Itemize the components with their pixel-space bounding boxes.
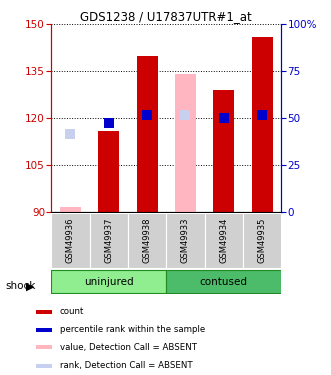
Text: GSM49937: GSM49937: [104, 217, 113, 263]
Point: [106, 120, 112, 126]
Bar: [243, 213, 281, 268]
Bar: [60, 207, 81, 212]
Bar: [137, 56, 158, 212]
Bar: [51, 213, 90, 268]
Bar: [51, 270, 166, 293]
Point: [221, 115, 226, 121]
Bar: [166, 213, 205, 268]
Text: percentile rank within the sample: percentile rank within the sample: [60, 325, 205, 334]
Point: [68, 131, 73, 137]
Bar: [213, 90, 234, 212]
Bar: [166, 270, 281, 293]
Bar: [252, 37, 273, 212]
Text: value, Detection Call = ABSENT: value, Detection Call = ABSENT: [60, 343, 197, 352]
Point: [183, 112, 188, 118]
Bar: [36, 310, 52, 314]
Bar: [36, 327, 52, 332]
Bar: [98, 130, 119, 212]
Point: [145, 112, 150, 118]
Point: [260, 112, 265, 118]
Bar: [90, 213, 128, 268]
Text: contused: contused: [200, 277, 248, 286]
Text: rank, Detection Call = ABSENT: rank, Detection Call = ABSENT: [60, 361, 192, 370]
Text: GSM49938: GSM49938: [143, 217, 152, 263]
Text: GSM49935: GSM49935: [258, 217, 267, 263]
Text: GSM49936: GSM49936: [66, 217, 75, 263]
Title: GDS1238 / U17837UTR#1_at: GDS1238 / U17837UTR#1_at: [80, 10, 252, 23]
Text: ▶: ▶: [25, 282, 34, 292]
Bar: [36, 364, 52, 368]
Bar: [205, 213, 243, 268]
Bar: [36, 345, 52, 350]
Bar: [128, 213, 166, 268]
Text: count: count: [60, 308, 84, 316]
Text: shock: shock: [5, 281, 35, 291]
Text: uninjured: uninjured: [84, 277, 134, 286]
Text: GSM49933: GSM49933: [181, 217, 190, 263]
Text: GSM49934: GSM49934: [219, 217, 228, 263]
Bar: [175, 74, 196, 212]
